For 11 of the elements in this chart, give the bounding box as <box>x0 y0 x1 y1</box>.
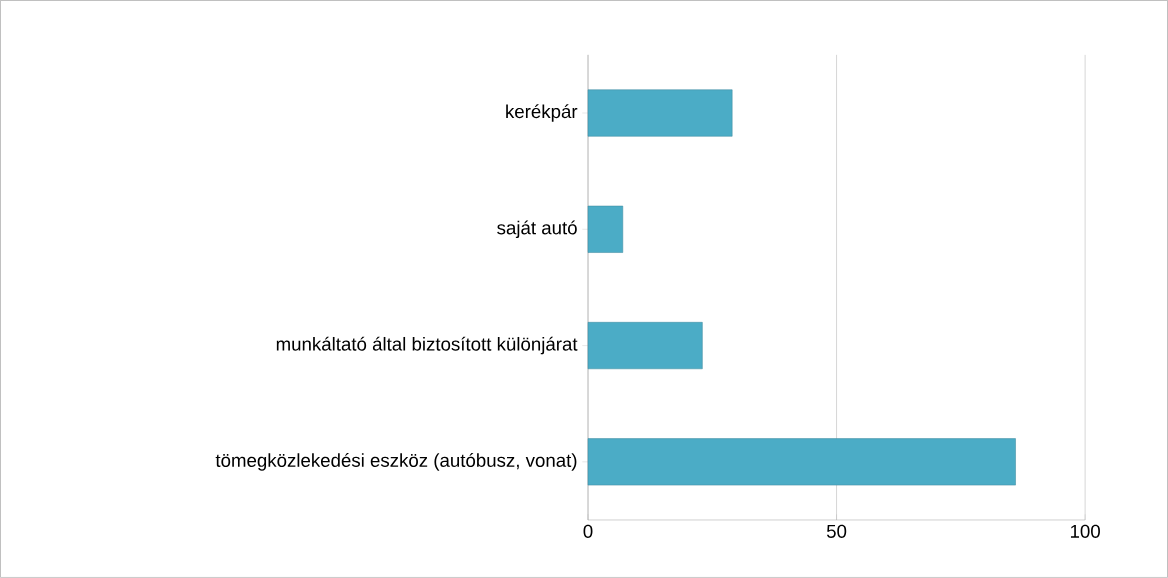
y-tick-label: saját autó <box>497 220 577 239</box>
y-tick-label: munkáltató által biztosított különjárat <box>276 336 578 355</box>
x-tick-label: 100 <box>1070 524 1100 538</box>
x-tick-label: 0 <box>583 524 593 538</box>
bar <box>587 322 703 370</box>
bar <box>587 205 624 253</box>
bar <box>587 438 1016 486</box>
bar <box>587 89 733 137</box>
x-tick-label: 50 <box>826 524 847 538</box>
y-tick-label: tömegközlekedési eszköz (autóbusz, vonat) <box>215 453 577 471</box>
y-tick-label: kerékpár <box>506 104 578 122</box>
